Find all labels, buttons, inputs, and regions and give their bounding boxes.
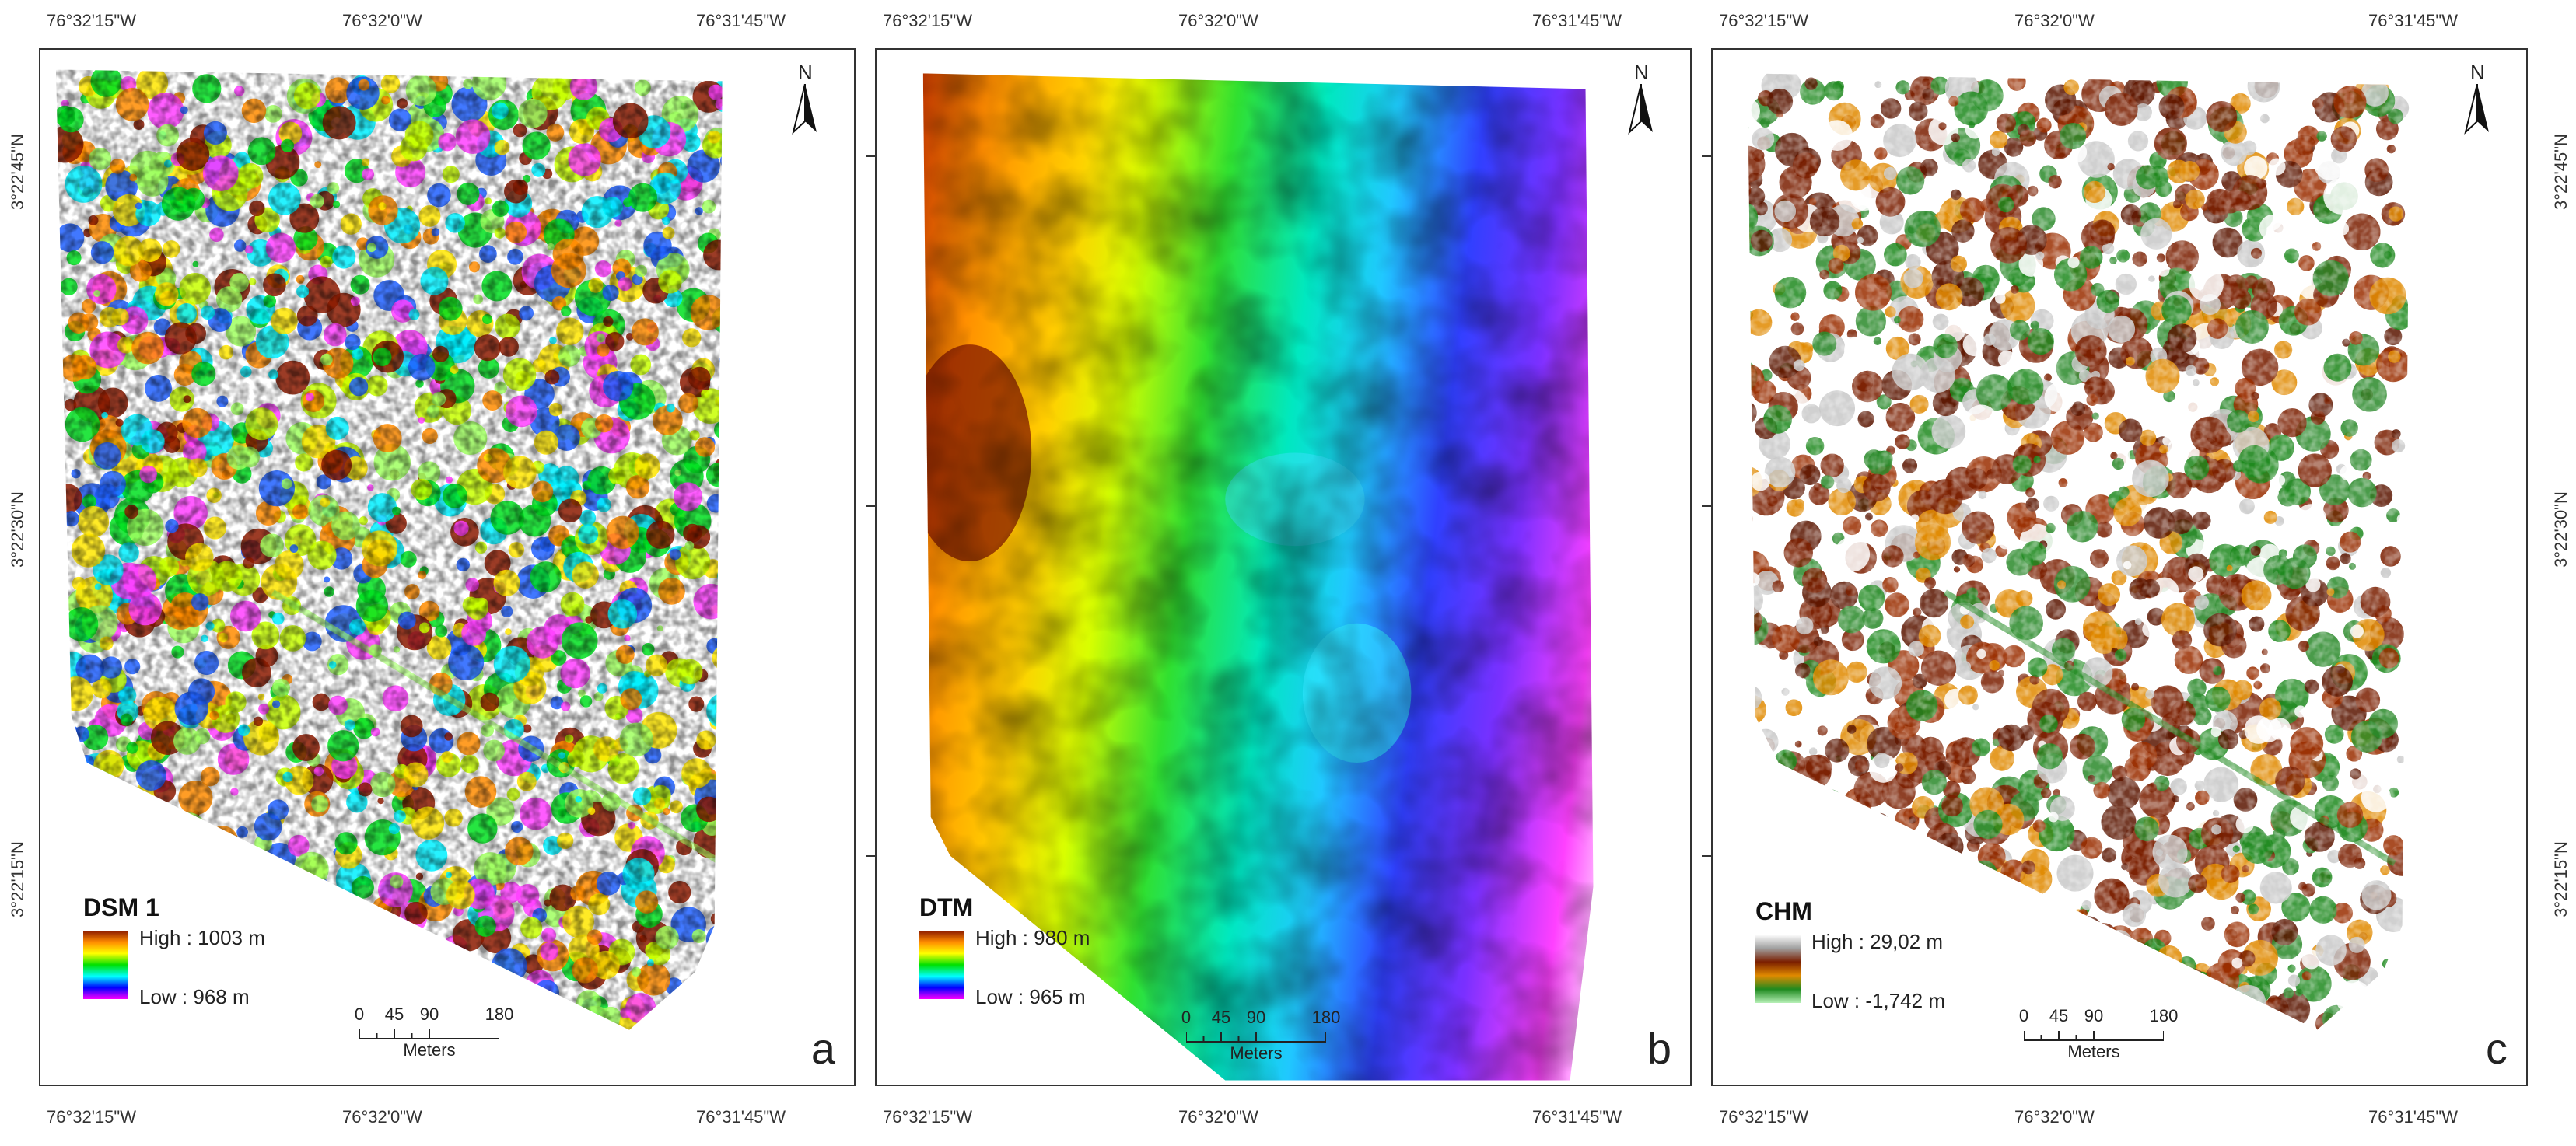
longitude-label: 76°32'0"W [342,1107,422,1127]
legend-high: High : 1003 m [139,926,265,949]
north-arrow-icon: N [1622,61,1661,138]
legend-low: Low : -1,742 m [1811,989,1945,1012]
scale-bar-tick-label: 180 [485,1004,514,1024]
grid-tick [1702,155,1713,157]
scale-bar-tick-label: 45 [1211,1008,1231,1027]
dtm-map-image [922,73,1594,1081]
scale-bar-tick-label: 90 [2084,1006,2104,1025]
scale-bar-tick-label: 90 [419,1004,439,1024]
panel-letter: a [810,1024,835,1073]
longitude-label: 76°32'15"W [1719,1107,1808,1127]
scale-bar-unit: Meters [2067,1042,2120,1061]
latitude-label: 3°22'15"N [8,841,27,917]
longitude-label: 76°32'15"W [47,11,136,30]
north-arrow-icon: N [786,61,824,138]
latitude-label: 3°22'45"N [2551,134,2571,210]
scale-bar-tick-label: 45 [384,1004,404,1024]
scale-bar-tick-label: 90 [1246,1008,1266,1027]
longitude-label: 76°32'0"W [2014,1107,2095,1127]
legend-high: High : 980 m [975,926,1090,949]
map-panel-dsm: N DSM 1 High : 1003 m Low : 968 m 0 45 90 1… [39,48,856,1086]
longitude-label: 76°31'45"W [1532,1107,1622,1127]
panel-letter: b [1647,1024,1671,1073]
latitude-label: 3°22'30"N [2551,491,2571,568]
legend-color-ramp [919,931,964,999]
scale-bar-tick-label: 0 [1181,1008,1192,1027]
latitude-label: 3°22'30"N [8,491,27,568]
longitude-label: 76°32'0"W [1178,1107,1258,1127]
legend-color-ramp [83,931,128,999]
grid-tick [866,505,877,507]
legend-title: DSM 1 [83,893,159,921]
scale-bar-ticks: 0 45 90 180 [1181,1008,1373,1028]
scale-bar-ticks: 0 45 90 180 [2019,1006,2210,1026]
longitude-label: 76°32'15"W [1719,11,1808,30]
north-arrow-icon: N [2458,61,2497,138]
longitude-label: 76°32'15"W [47,1107,136,1127]
scale-bar: 0 45 90 180 Meters [1181,1008,1342,1070]
longitude-label: 76°31'45"W [2368,11,2458,30]
north-label: N [798,61,813,84]
legend-title: DTM [919,893,974,921]
scale-bar-unit: Meters [1230,1043,1283,1063]
north-label: N [1634,61,1649,84]
scale-bar-tick-label: 0 [2018,1006,2029,1025]
scale-bar-ticks: 0 45 90 180 [355,1004,546,1025]
longitude-label: 76°32'0"W [342,11,422,30]
longitude-label: 76°31'45"W [696,11,786,30]
panel-letter: c [2486,1024,2508,1073]
longitude-label: 76°32'15"W [883,1107,972,1127]
longitude-label: 76°32'0"W [2014,11,2095,30]
longitude-label: 76°32'0"W [1178,11,1258,30]
longitude-label: 76°32'15"W [883,11,972,30]
scale-bar-tick-label: 0 [354,1004,365,1024]
grid-tick [1702,505,1713,507]
scale-bar: 0 45 90 180 Meters [355,1004,515,1067]
scale-bar-line [359,1029,499,1039]
chm-map-image [1747,73,2410,1030]
scale-bar-tick-label: 45 [2049,1006,2069,1025]
scale-bar-line [1186,1032,1326,1043]
scale-bar-tick-label: 180 [2149,1006,2179,1025]
grid-tick [866,855,877,857]
map-panel-chm: N CHM High : 29,02 m Low : -1,742 m 0 45 9… [1711,48,2528,1086]
longitude-label: 76°31'45"W [1532,11,1622,30]
latitude-label: 3°22'15"N [2551,841,2571,917]
grid-tick [866,155,877,157]
map-panel-dtm: N DTM High : 980 m Low : 965 m 0 45 90 180 M… [875,48,1692,1086]
longitude-label: 76°31'45"W [696,1107,786,1127]
legend-low: Low : 965 m [975,985,1086,1008]
scale-bar: 0 45 90 180 Meters [2019,1006,2179,1068]
legend-high: High : 29,02 m [1811,930,1944,953]
north-label: N [2470,61,2485,84]
legend-color-ramp [1755,935,1801,1003]
grid-tick [1702,855,1713,857]
legend-title: CHM [1755,897,1812,925]
legend-low: Low : 968 m [139,985,250,1008]
longitude-label: 76°31'45"W [2368,1107,2458,1127]
scale-bar-tick-label: 180 [1311,1008,1341,1027]
latitude-label: 3°22'45"N [8,134,27,210]
scale-bar-line [2024,1031,2164,1041]
dsm-map-image [55,69,723,1030]
scale-bar-unit: Meters [403,1040,456,1060]
